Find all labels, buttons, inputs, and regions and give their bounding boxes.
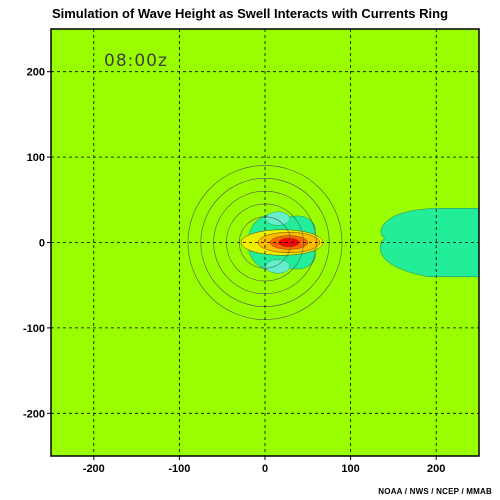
- time-label: 08:00z: [104, 51, 168, 71]
- upper-side-band-blob: [265, 211, 291, 226]
- axis-ticks: -200 -100 0 100 200 200 100 0 -100 -200: [23, 67, 445, 475]
- lower-side-band-blob: [265, 259, 291, 274]
- y-tick-label: -100: [23, 323, 45, 335]
- y-tick-label: 100: [27, 152, 45, 164]
- x-tick-label: -200: [83, 463, 105, 475]
- y-tick-label: 0: [39, 238, 45, 250]
- contour-fills: [240, 208, 479, 277]
- y-tick-label: -200: [23, 408, 45, 420]
- x-tick-label: -100: [168, 463, 190, 475]
- y-tick-label: 200: [27, 67, 45, 79]
- credit-line: NOAA / NWS / NCEP / MMAB: [378, 487, 492, 496]
- grid-lines: [51, 29, 479, 456]
- x-tick-label: 200: [427, 463, 445, 475]
- x-tick-label: 100: [341, 463, 359, 475]
- chart-title: Simulation of Wave Height as Swell Inter…: [51, 6, 449, 21]
- x-tick-label: 0: [262, 463, 268, 475]
